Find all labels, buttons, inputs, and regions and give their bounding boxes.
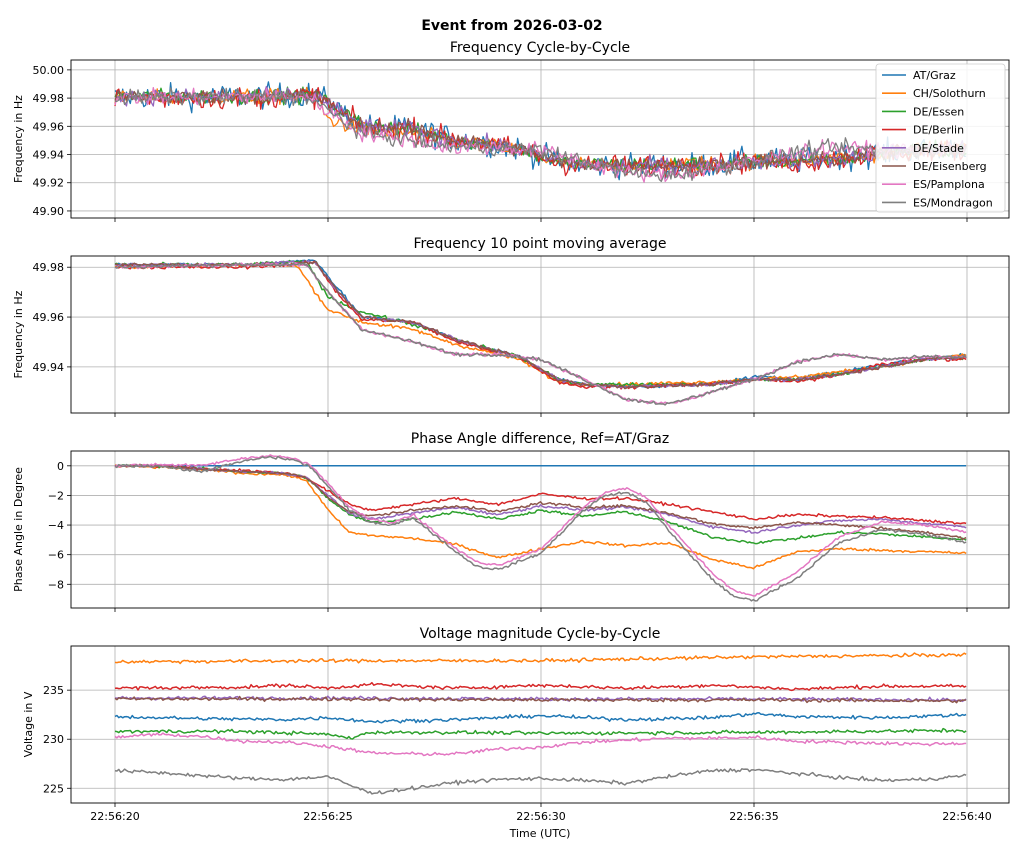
plot-frame <box>70 59 1010 219</box>
series-line-de-eisenberg <box>114 695 967 704</box>
legend: AT/Graz CH/Solothurn DE/Essen DE/Berlin DE/S… <box>875 63 1006 213</box>
series-line-de-eisenberg <box>114 261 967 390</box>
series-line-es-mondragon <box>114 455 967 602</box>
legend-label-es-mondragon: ES/Mondragon <box>913 196 993 209</box>
x-tick-label: 22:56:40 <box>942 810 991 823</box>
chart-title: Frequency Cycle-by-Cycle <box>450 40 630 56</box>
series-line-de-stade <box>114 463 967 534</box>
legend-label-de-stade: DE/Stade <box>913 142 964 155</box>
plot-frame <box>70 450 1010 609</box>
y-tick-label: 50.00 <box>33 64 65 77</box>
chart-panels: Frequency Cycle-by-Cycle 49.90 49.92 49.94 4… <box>12 40 1010 840</box>
x-tick-label: 22:56:35 <box>729 810 778 823</box>
y-tick-label: 49.96 <box>33 311 65 324</box>
series-line-es-pamplona <box>114 454 967 597</box>
series-line-at-graz <box>114 712 967 724</box>
series-group <box>114 259 967 406</box>
legend-label-at-graz: AT/Graz <box>913 69 956 82</box>
series-group <box>114 652 967 795</box>
x-axis-label: Time (UTC) <box>509 827 571 840</box>
series-line-es-pamplona <box>114 262 967 405</box>
series-line-ch-solothurn <box>114 652 967 665</box>
y-tick-label: 49.90 <box>33 205 65 218</box>
series-line-es-mondragon <box>114 87 967 183</box>
plot-frame <box>70 645 1010 804</box>
chart-title: Frequency 10 point moving average <box>413 236 666 252</box>
y-tick-label: 230 <box>43 733 64 746</box>
y-tick-label: 49.94 <box>33 149 65 162</box>
legend-label-es-pamplona: ES/Pamplona <box>913 178 985 191</box>
y-tick-label: −8 <box>48 578 64 591</box>
series-line-de-essen <box>114 727 967 740</box>
series-line-es-pamplona <box>114 86 967 183</box>
series-group <box>114 454 967 602</box>
y-tick-label: −6 <box>48 549 64 562</box>
y-axis-label: Phase Angle in Degree <box>12 467 25 592</box>
y-axis-label: Frequency in Hz <box>12 95 25 183</box>
x-tick-label: 22:56:20 <box>90 810 139 823</box>
series-line-de-berlin <box>114 681 967 692</box>
chart-panel-1: Frequency Cycle-by-Cycle 49.90 49.92 49.94 4… <box>12 40 1010 222</box>
x-tick-label: 22:56:30 <box>516 810 565 823</box>
y-axis-label: Frequency in Hz <box>12 290 25 378</box>
y-tick-label: −4 <box>48 519 64 532</box>
series-group <box>114 81 967 183</box>
legend-label-de-berlin: DE/Berlin <box>913 124 964 137</box>
figure-suptitle: Event from 2026-03-02 <box>421 18 602 34</box>
chart-panel-4: Voltage magnitude Cycle-by-Cycle 22:56:20… <box>22 626 1010 840</box>
series-line-es-mondragon <box>114 767 967 795</box>
legend-label-ch-solothurn: CH/Solothurn <box>913 87 986 100</box>
y-tick-label: 0 <box>57 460 64 473</box>
series-line-es-mondragon <box>114 262 967 406</box>
y-tick-label: 49.94 <box>33 361 65 374</box>
series-line-de-essen <box>114 463 967 545</box>
legend-box <box>875 63 1006 213</box>
x-tick-label: 22:56:25 <box>303 810 352 823</box>
y-tick-label: 235 <box>43 684 64 697</box>
series-line-es-pamplona <box>114 732 967 757</box>
series-line-de-essen <box>114 259 967 388</box>
legend-label-de-essen: DE/Essen <box>913 105 964 118</box>
series-line-de-eisenberg <box>114 463 967 541</box>
chart-title: Phase Angle difference, Ref=AT/Graz <box>411 431 669 447</box>
y-axis-label: Voltage in V <box>22 691 35 757</box>
y-tick-label: 49.96 <box>33 120 65 133</box>
legend-label-de-eisenberg: DE/Eisenberg <box>913 160 987 173</box>
chart-panel-2: Frequency 10 point moving average 49.94 49… <box>12 236 1010 417</box>
y-tick-label: 225 <box>43 782 64 795</box>
y-tick-label: 49.98 <box>33 92 65 105</box>
plot-frame <box>70 255 1010 414</box>
chart-panel-3: Phase Angle difference, Ref=AT/Graz −8 −6 −… <box>12 431 1010 612</box>
chart-title: Voltage magnitude Cycle-by-Cycle <box>420 626 661 642</box>
y-tick-label: 49.98 <box>33 261 65 274</box>
series-line-de-berlin <box>114 464 967 525</box>
y-tick-label: 49.92 <box>33 177 65 190</box>
y-tick-label: −2 <box>48 489 64 502</box>
